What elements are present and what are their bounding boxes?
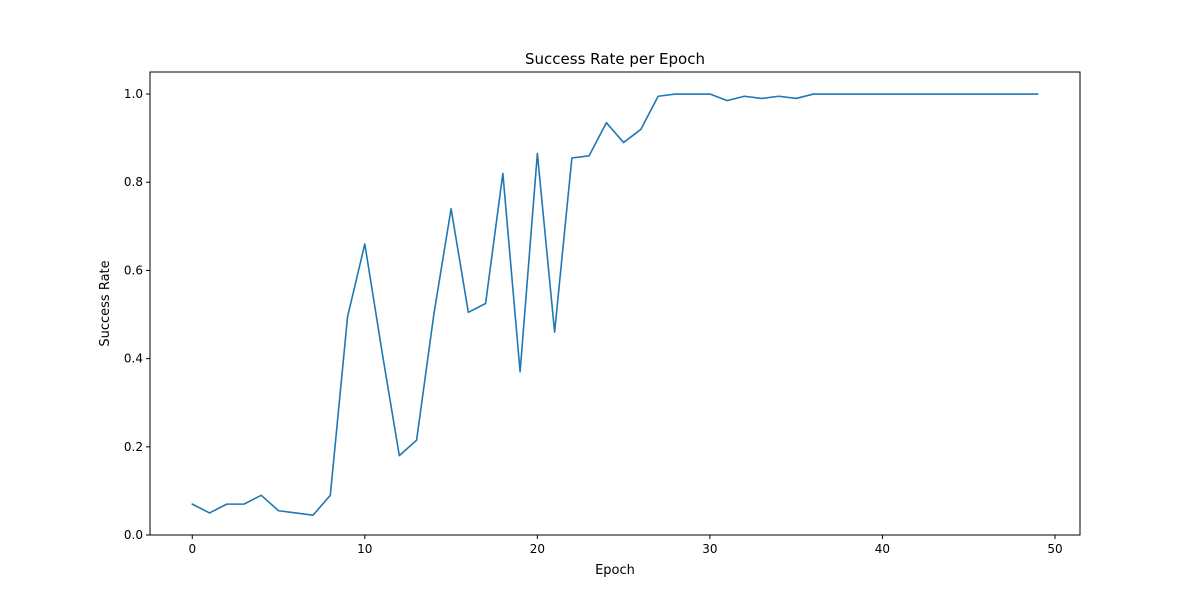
y-tick-label: 0.0 <box>124 528 143 542</box>
x-tick-label: 0 <box>188 542 196 556</box>
x-tick-label: 50 <box>1047 542 1062 556</box>
x-tick-label: 20 <box>530 542 545 556</box>
x-axis: 0 10 20 30 40 50 <box>188 535 1063 556</box>
series-line-0 <box>191 93 1039 516</box>
x-tick-label: 40 <box>875 542 890 556</box>
y-tick-label: 0.4 <box>124 352 143 366</box>
y-tick-label: 0.8 <box>124 175 143 189</box>
y-axis-label: Success Rate <box>98 260 113 346</box>
y-tick-label: 1.0 <box>124 87 143 101</box>
plot-frame <box>149 71 1081 536</box>
x-axis-label: Epoch <box>595 563 635 578</box>
x-tick-label: 10 <box>357 542 372 556</box>
x-tick-label: 30 <box>702 542 717 556</box>
y-tick-label: 0.6 <box>124 263 143 277</box>
chart-title: Success Rate per Epoch <box>525 50 705 68</box>
y-axis: 0.0 0.2 0.4 0.6 0.8 1.0 <box>124 87 150 542</box>
series-layer <box>191 93 1039 516</box>
plot-area <box>149 71 1081 536</box>
y-tick-label: 0.2 <box>124 440 143 454</box>
